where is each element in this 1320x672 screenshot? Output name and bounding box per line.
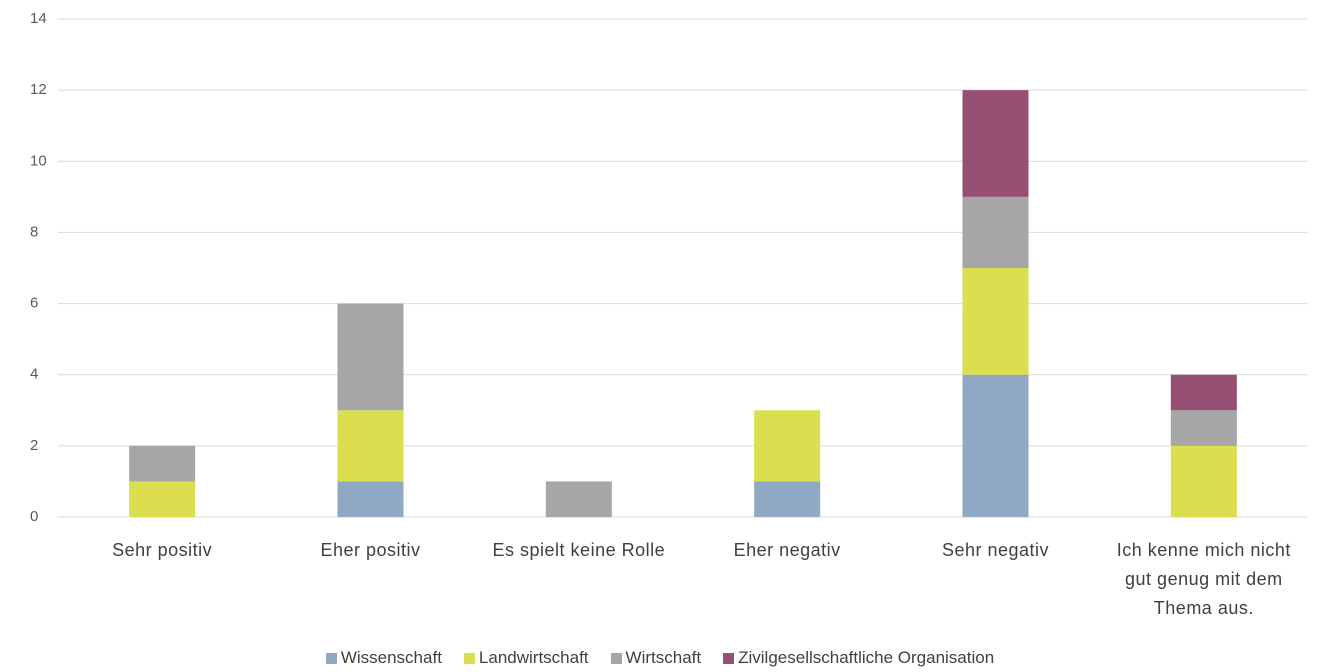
legend-label: Zivilgesellschaftliche Organisation bbox=[738, 648, 995, 667]
y-tick-label: 4 bbox=[30, 366, 38, 383]
y-tick-label: 0 bbox=[30, 508, 38, 525]
bar-segment bbox=[545, 481, 612, 517]
x-tick-label: Ich kenne mich nicht gut genug mit dem T… bbox=[1116, 540, 1291, 618]
bar-segment bbox=[129, 445, 196, 482]
bar-segment bbox=[962, 196, 1029, 268]
bar-segment bbox=[1170, 445, 1237, 517]
bar-segment bbox=[129, 481, 196, 517]
y-tick-label: 6 bbox=[30, 295, 38, 312]
y-tick-label: 14 bbox=[30, 10, 47, 27]
bar-segment bbox=[337, 410, 404, 482]
x-tick-label: Sehr negativ bbox=[941, 540, 1050, 560]
y-tick-label: 10 bbox=[30, 152, 47, 169]
bar-segment bbox=[754, 481, 821, 517]
bar-segment bbox=[754, 410, 821, 482]
legend-label: Landwirtschaft bbox=[478, 648, 589, 667]
x-tick-label: Es spielt keine Rolle bbox=[492, 540, 666, 560]
bar-segment bbox=[962, 268, 1029, 375]
legend-item: Wirtschaft bbox=[610, 648, 702, 668]
legend-swatch bbox=[610, 652, 622, 664]
legend-item: Wissenschaft bbox=[325, 648, 442, 668]
bar-segment bbox=[962, 374, 1029, 517]
x-tick-label: Eher positiv bbox=[320, 540, 421, 560]
legend-swatch bbox=[325, 652, 337, 664]
bar-segment bbox=[962, 90, 1029, 197]
legend-item: Landwirtschaft bbox=[463, 648, 589, 668]
x-tick-label: Sehr positiv bbox=[112, 540, 213, 560]
bar-segment bbox=[337, 303, 404, 411]
legend-item: Zivilgesellschaftliche Organisation bbox=[723, 648, 994, 668]
x-tick-label: Eher negativ bbox=[733, 540, 841, 560]
y-tick-label: 8 bbox=[30, 223, 38, 240]
legend: Wissenschaft Landwirtschaft Wirtschaft Zivi… bbox=[0, 648, 1320, 668]
bar-segment bbox=[1170, 374, 1237, 411]
bar-segment bbox=[337, 481, 404, 517]
legend-swatch bbox=[463, 652, 475, 664]
legend-label: Wissenschaft bbox=[340, 648, 442, 667]
legend-label: Wirtschaft bbox=[625, 648, 702, 667]
bar-segment bbox=[1170, 410, 1237, 446]
y-tick-label: 2 bbox=[30, 437, 38, 454]
legend-swatch bbox=[723, 652, 735, 664]
y-tick-label: 12 bbox=[30, 81, 47, 98]
